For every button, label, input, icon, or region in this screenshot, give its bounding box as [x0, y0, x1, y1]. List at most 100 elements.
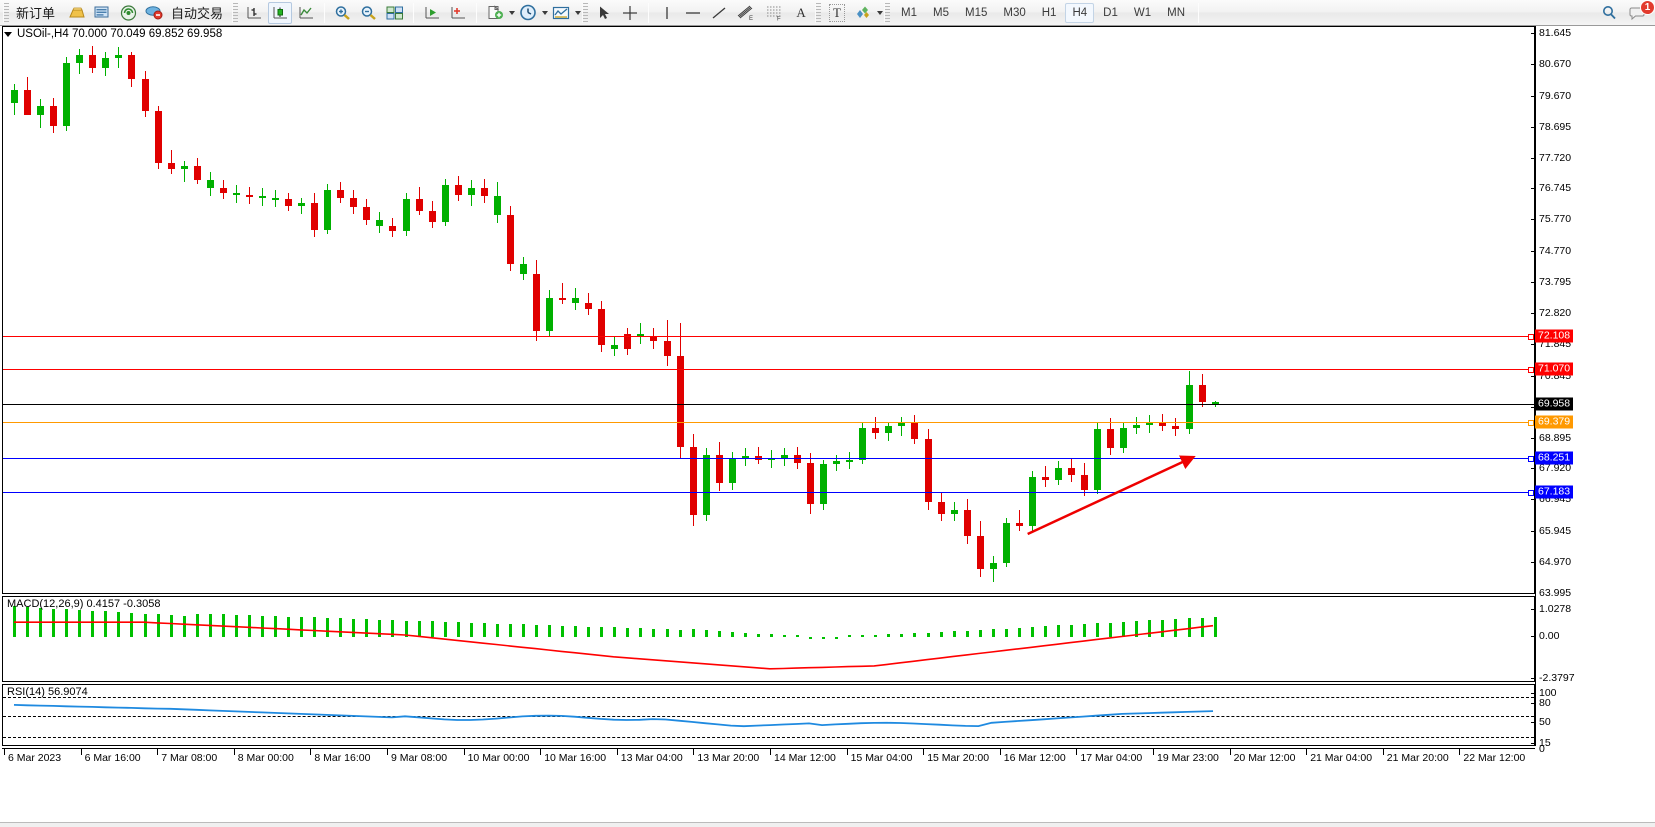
timeframe-m15[interactable]: M15 — [965, 6, 988, 19]
macd-histogram-bar — [1070, 624, 1074, 637]
bar-chart-icon[interactable] — [242, 2, 266, 24]
search-icon[interactable] — [1598, 2, 1622, 24]
chart-shift-icon[interactable] — [420, 2, 444, 24]
candle-wick — [757, 446, 759, 465]
cursor-icon[interactable] — [592, 2, 616, 24]
candle-wick — [901, 416, 903, 436]
macd-histogram-bar — [535, 624, 538, 637]
price-tick-79.670: 79.670 — [1530, 90, 1571, 102]
macd-signal-line — [13, 621, 1214, 670]
svg-text:F: F — [777, 17, 781, 22]
indicators-dropdown-caret[interactable] — [575, 10, 582, 15]
period-icon[interactable] — [516, 2, 540, 24]
rsi-pane[interactable]: RSI(14) 56.9074 — [2, 684, 1535, 746]
objects-dropdown-caret[interactable] — [877, 10, 884, 15]
time-axis[interactable]: 6 Mar 2023 6 Mar 16:00 7 Mar 08:00 8 Mar 00… — [2, 748, 1535, 768]
macd-histogram-bar — [782, 635, 786, 637]
templates-icon[interactable] — [483, 2, 507, 24]
macd-histogram-bar — [430, 621, 434, 637]
autotrading-button[interactable]: 自动交易 — [168, 2, 230, 24]
price-level-support-1[interactable] — [3, 455, 1534, 462]
objects-icon[interactable] — [851, 2, 875, 24]
toolbar-separator-2 — [413, 2, 415, 23]
toolbar-grip-2[interactable] — [232, 2, 239, 23]
macd-histogram-bar — [900, 633, 904, 637]
price-axis[interactable]: 81.645 80.670 79.670 78.695 77.720 76.745 75.7… — [1530, 26, 1655, 755]
zoom-out-icon[interactable] — [357, 2, 381, 24]
time-tick: 22 Mar 12:00 — [1459, 749, 1525, 764]
symbol-ohlc-text: USOil-,H4 70.000 70.049 69.852 69.958 — [17, 28, 223, 40]
toolbar-separator-1 — [324, 2, 326, 23]
macd-histogram-bar — [469, 622, 473, 637]
zoom-in-icon[interactable] — [331, 2, 355, 24]
auto-scroll-icon[interactable] — [446, 2, 470, 24]
macd-histogram-bar — [339, 618, 343, 637]
candle-body — [807, 462, 815, 504]
templates-dropdown-caret[interactable] — [509, 10, 516, 15]
navigator-icon[interactable] — [116, 2, 140, 24]
macd-histogram-bar — [1135, 621, 1139, 637]
chart-workspace[interactable]: USOil-,H4 70.000 70.049 69.852 69.958 MA… — [0, 26, 1655, 827]
timeframe-m1[interactable]: M1 — [901, 6, 918, 19]
indicators-icon[interactable] — [549, 2, 573, 24]
vertical-line-icon[interactable] — [655, 2, 679, 24]
price-level-resistance-2[interactable] — [3, 333, 1534, 340]
period-dropdown-caret[interactable] — [542, 10, 549, 15]
alert-icon[interactable]: 1 — [1623, 0, 1655, 24]
timeframe-m30[interactable]: M30 — [1003, 6, 1026, 19]
new-order-button[interactable]: 新订单 — [13, 2, 62, 24]
price-level-pivot[interactable] — [3, 420, 1534, 427]
macd-pane[interactable]: MACD(12,26,9) 0.4157 -0.3058 — [2, 596, 1535, 682]
candle-body — [245, 194, 253, 197]
time-tick: 20 Mar 12:00 — [1229, 749, 1295, 764]
candlestick-chart-icon[interactable] — [268, 1, 293, 24]
macd-histogram-bar — [1017, 628, 1021, 637]
time-tick: 8 Mar 16:00 — [310, 749, 370, 764]
timeframe-m5[interactable]: M5 — [933, 6, 949, 19]
toolbar-grip-4[interactable] — [815, 2, 822, 23]
line-chart-icon[interactable] — [294, 2, 318, 24]
macd-histogram-bar — [939, 631, 943, 637]
toolbar-grip-3[interactable] — [582, 2, 589, 23]
macd-histogram-bar — [391, 620, 395, 637]
candle-body — [585, 302, 593, 309]
new-order-label: 新订单 — [16, 6, 56, 21]
price-level-resistance-1[interactable] — [3, 366, 1534, 373]
timeframe-w1[interactable]: W1 — [1133, 6, 1152, 19]
gold-bar-icon[interactable] — [64, 2, 88, 24]
crosshair-icon[interactable] — [618, 2, 642, 24]
candle-body — [1107, 429, 1115, 449]
time-tick: 8 Mar 00:00 — [233, 749, 294, 764]
macd-histogram-bar — [835, 637, 839, 639]
toolbar-grip-5[interactable] — [884, 2, 891, 23]
price-tick-67.920: 67.920 — [1530, 462, 1571, 474]
equidistant-channel-icon[interactable]: E — [733, 2, 759, 24]
trendline-icon[interactable] — [707, 2, 731, 24]
terminal-icon[interactable] — [90, 2, 114, 24]
candle-body — [937, 502, 945, 514]
tile-windows-icon[interactable] — [383, 2, 407, 24]
chart-menu-caret-icon[interactable] — [4, 31, 12, 37]
candle-body — [663, 340, 671, 357]
timeframe-d1[interactable]: D1 — [1103, 6, 1118, 19]
fibonacci-icon[interactable]: F — [761, 2, 787, 24]
price-pane[interactable] — [2, 26, 1535, 594]
text-label-icon[interactable]: T — [825, 2, 849, 24]
timeframe-h4[interactable]: H4 — [1065, 2, 1095, 23]
text-icon[interactable]: A — [796, 4, 806, 20]
price-level-current-price[interactable] — [3, 403, 1534, 405]
rsi-line — [13, 704, 1214, 728]
candle-body — [1015, 523, 1023, 527]
macd-histogram-bar — [1161, 619, 1165, 637]
toolbar-grip[interactable] — [3, 2, 9, 23]
macd-histogram-bar — [378, 619, 382, 637]
price-level-support-2[interactable] — [3, 489, 1534, 496]
rsi-tick-50: 50 — [1531, 716, 1551, 728]
autotrading-icon[interactable] — [142, 2, 166, 24]
candle-body — [1120, 427, 1128, 449]
candle-body — [193, 166, 201, 181]
timeframe-h1[interactable]: H1 — [1041, 6, 1057, 19]
timeframe-mn[interactable]: MN — [1167, 6, 1185, 19]
candle-body — [298, 202, 306, 206]
horizontal-line-icon[interactable] — [681, 2, 705, 24]
